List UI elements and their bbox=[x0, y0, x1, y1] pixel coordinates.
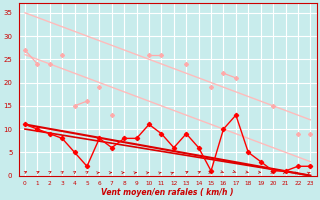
X-axis label: Vent moyen/en rafales ( km/h ): Vent moyen/en rafales ( km/h ) bbox=[101, 188, 234, 197]
